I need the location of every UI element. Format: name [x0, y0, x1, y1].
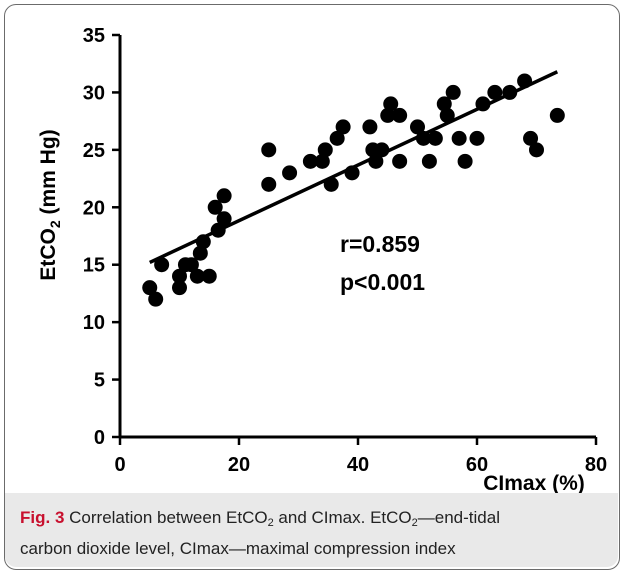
data-point: [436, 96, 452, 112]
data-point: [344, 165, 360, 181]
caption-text-a: Correlation between EtCO: [69, 508, 268, 527]
annotation-r: r=0.859: [340, 231, 420, 257]
figure-frame: [4, 4, 620, 570]
caption-text-c: —end-tidal: [417, 508, 500, 527]
data-point: [415, 130, 431, 146]
x-tick-label: 60: [466, 454, 488, 476]
x-tick-label: 0: [114, 454, 125, 476]
y-tick-label: 35: [83, 25, 105, 47]
y-tick-label: 0: [94, 427, 105, 449]
data-point: [451, 130, 467, 146]
y-tick-label: 5: [94, 370, 105, 392]
data-point: [261, 176, 277, 192]
figure-caption: Fig. 3 Correlation between EtCO2 and CIm…: [20, 505, 610, 561]
x-tick-label: 80: [585, 454, 607, 476]
data-point: [282, 165, 298, 181]
y-tick-label: 25: [83, 140, 105, 162]
data-point: [207, 199, 223, 215]
data-point: [469, 130, 485, 146]
y-tick-label: 20: [83, 197, 105, 219]
annotation-p: p<0.001: [340, 269, 425, 295]
data-point: [392, 153, 408, 169]
caption-bar: [5, 493, 618, 567]
y-tick-label: 30: [83, 82, 105, 104]
x-tick-label: 20: [228, 454, 250, 476]
caption-text-d: carbon dioxide level, CImax—maximal comp…: [20, 539, 456, 558]
data-point: [335, 119, 351, 135]
data-point: [302, 153, 318, 169]
data-point: [421, 153, 437, 169]
caption-text-b: and CImax. EtCO: [273, 508, 412, 527]
y-axis-title: EtCO2 (mm Hg): [37, 129, 63, 280]
caption-sub-2: 2: [411, 517, 418, 529]
data-point: [523, 130, 539, 146]
data-point: [172, 268, 187, 284]
data-point: [368, 153, 384, 169]
data-point: [216, 188, 232, 204]
data-point: [154, 257, 170, 273]
data-point: [329, 130, 345, 146]
x-axis-title: CImax (%): [483, 472, 585, 495]
data-point: [439, 107, 455, 123]
data-point: [216, 211, 232, 227]
data-point: [487, 84, 503, 100]
data-points: [142, 73, 565, 307]
data-point: [475, 96, 491, 112]
data-point: [183, 257, 199, 273]
data-point: [374, 142, 390, 158]
caption-sub-1: 2: [267, 517, 274, 529]
scatter-plot: 0 5 10 15 20 25 30 35 0 20 40 60 80 EtCO2 (mm Hg) C…: [37, 25, 607, 495]
x-axis: 0 20 40 60 80: [114, 435, 607, 476]
data-point: [392, 107, 408, 123]
data-point: [314, 153, 330, 169]
y-tick-label: 15: [83, 255, 105, 277]
data-point: [410, 119, 425, 135]
y-tick-label: 10: [83, 312, 105, 334]
y-axis-title-a: EtCO: [37, 228, 60, 281]
data-point: [261, 142, 277, 158]
data-point: [189, 268, 205, 284]
data-point: [142, 280, 158, 296]
data-point: [201, 268, 217, 284]
data-point: [362, 119, 378, 135]
data-point: [445, 84, 461, 100]
data-point: [383, 96, 399, 112]
data-point: [549, 107, 565, 123]
data-point: [317, 142, 333, 158]
data-point: [323, 176, 339, 192]
data-point: [427, 130, 443, 146]
data-point: [502, 84, 518, 100]
data-point: [529, 142, 544, 158]
data-point: [192, 245, 208, 261]
y-axis-title-sub: 2: [47, 220, 63, 228]
data-point: [210, 222, 226, 238]
y-axis-title-b: (mm Hg): [37, 129, 60, 220]
y-axis: 0 5 10 15 20 25 30 35: [83, 25, 122, 449]
data-point: [148, 291, 164, 307]
data-point: [517, 73, 533, 89]
data-point: [380, 107, 396, 123]
x-tick-label: 40: [347, 454, 369, 476]
data-point: [195, 234, 211, 250]
data-point: [457, 153, 473, 169]
caption-fig-label: Fig. 3: [20, 508, 65, 527]
data-point: [172, 280, 187, 296]
